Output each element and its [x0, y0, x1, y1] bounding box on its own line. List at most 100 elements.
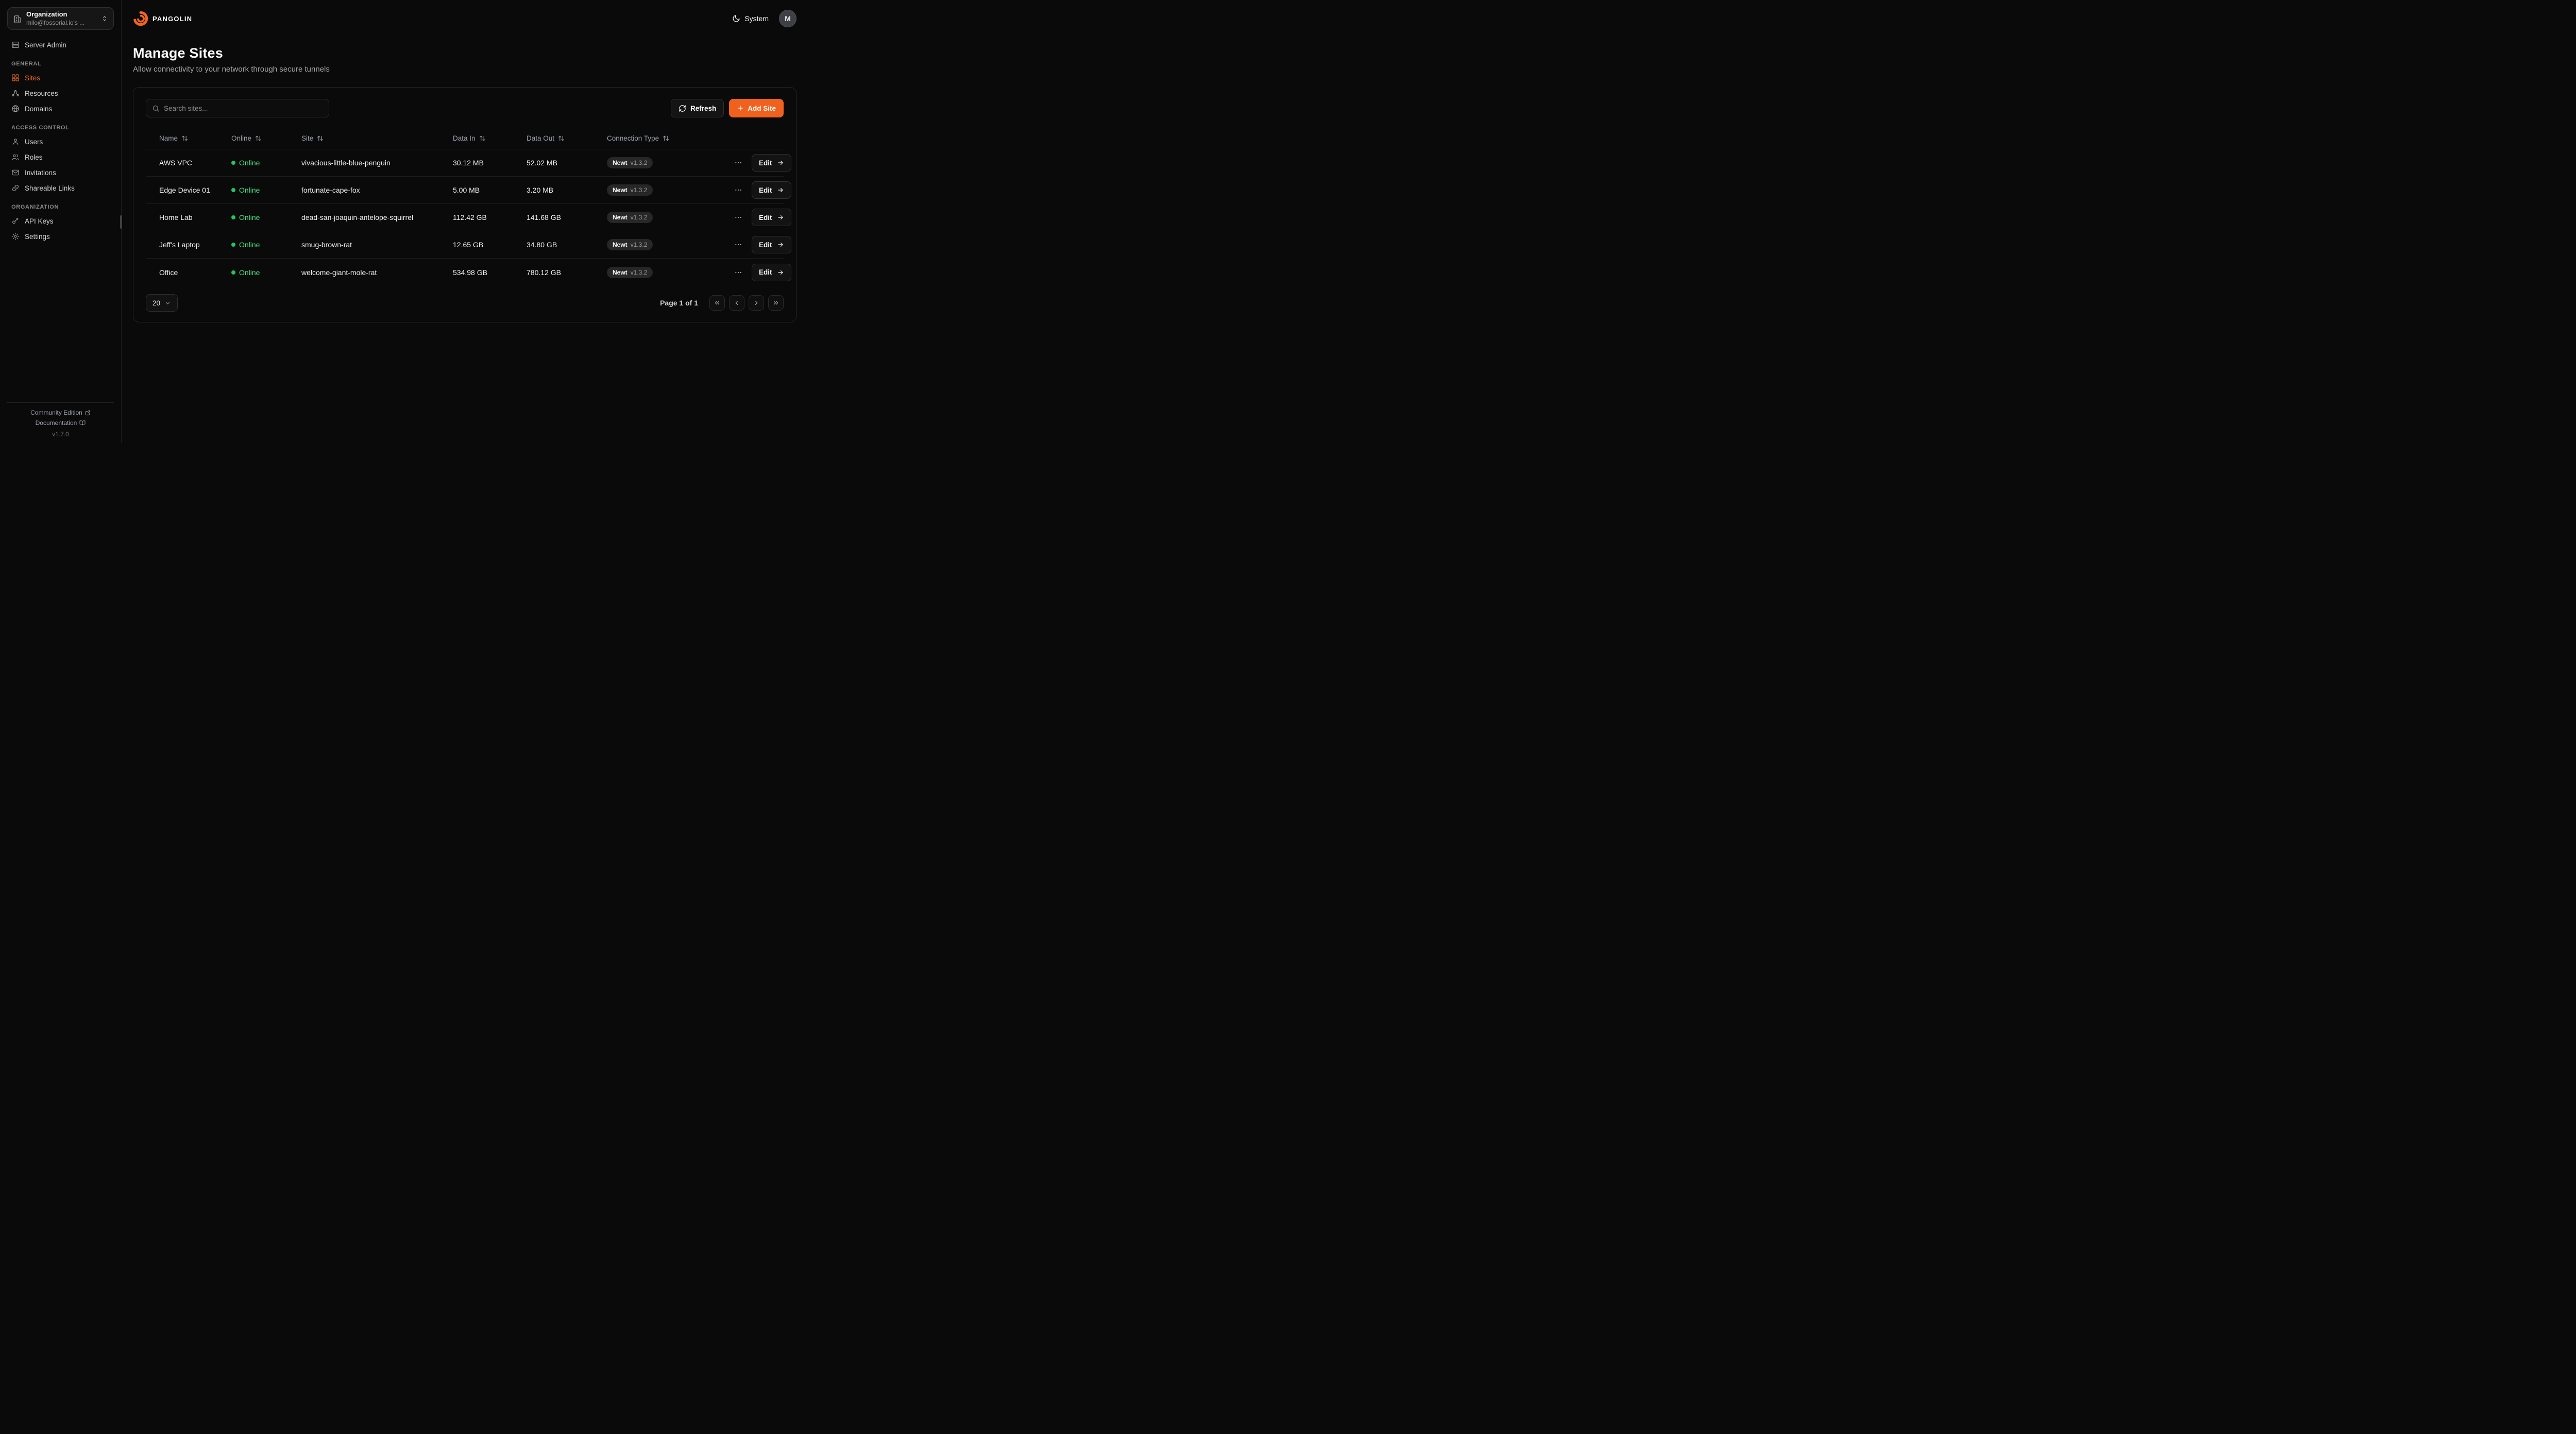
- column-header-site[interactable]: Site: [301, 134, 453, 142]
- sidebar-item-settings[interactable]: Settings: [7, 229, 114, 244]
- building-icon: [13, 14, 22, 23]
- sidebar-item-shareable-links[interactable]: Shareable Links: [7, 180, 114, 196]
- connection-type-version: v1.3.2: [630, 241, 648, 248]
- online-status-label: Online: [239, 268, 260, 277]
- connection-type-cell: Newt v1.3.2: [607, 157, 732, 168]
- user-avatar[interactable]: M: [779, 10, 796, 27]
- page-subtitle: Allow connectivity to your network throu…: [133, 65, 330, 74]
- table-footer: 20 Page 1 of 1: [146, 294, 784, 312]
- sidebar-item-sites[interactable]: Sites: [7, 70, 114, 86]
- connection-type-name: Newt: [613, 159, 628, 166]
- section-label-general: GENERAL: [11, 61, 42, 67]
- server-icon: [11, 41, 20, 49]
- row-menu-button[interactable]: [732, 211, 744, 224]
- site-name-cell: Edge Device 01: [159, 186, 210, 194]
- pagination: Page 1 of 1: [660, 295, 784, 311]
- edit-label: Edit: [759, 268, 772, 276]
- waypoints-icon: [11, 89, 20, 97]
- sites-grid-icon: [11, 74, 20, 82]
- sidebar-item-label: Sites: [25, 74, 41, 82]
- row-actions: Edit: [732, 209, 793, 226]
- column-header-online[interactable]: Online: [231, 134, 301, 142]
- refresh-button[interactable]: Refresh: [670, 99, 724, 117]
- edit-button[interactable]: Edit: [752, 236, 791, 253]
- edit-button[interactable]: Edit: [752, 263, 791, 281]
- connection-type-name: Newt: [613, 214, 628, 221]
- refresh-label: Refresh: [690, 104, 717, 112]
- connection-type-name: Newt: [613, 241, 628, 248]
- toolbar-actions: Refresh Add Site: [670, 99, 784, 117]
- community-edition-label: Community Edition: [30, 409, 82, 416]
- sidebar-item-users[interactable]: Users: [7, 134, 114, 149]
- row-menu-button[interactable]: [732, 266, 744, 279]
- row-menu-button[interactable]: [732, 238, 744, 251]
- column-label: Site: [301, 134, 314, 142]
- site-name-cell: Jeff's Laptop: [159, 241, 200, 249]
- brand: PANGOLIN: [133, 11, 192, 26]
- column-header-name[interactable]: Name: [159, 134, 231, 142]
- connection-type-cell: Newt v1.3.2: [607, 266, 732, 278]
- data-in-cell: 30.12 MB: [453, 159, 484, 167]
- sidebar-item-label: Users: [25, 138, 43, 146]
- row-actions: Edit: [732, 263, 793, 281]
- theme-toggle[interactable]: System: [732, 14, 769, 23]
- sidebar-resize-handle[interactable]: [120, 215, 122, 229]
- connection-type-badge: Newt v1.3.2: [607, 212, 653, 223]
- sidebar-item-resources[interactable]: Resources: [7, 86, 114, 101]
- sidebar-item-label: Server Admin: [25, 41, 67, 49]
- mail-icon: [11, 168, 20, 177]
- sidebar-item-domains[interactable]: Domains: [7, 101, 114, 116]
- table-row: Edge Device 01 Online fortunate-cape-fox…: [146, 177, 791, 204]
- sidebar-item-invitations[interactable]: Invitations: [7, 165, 114, 180]
- next-page-button[interactable]: [749, 295, 764, 311]
- column-header-connection-type[interactable]: Connection Type: [607, 134, 732, 142]
- edit-button[interactable]: Edit: [752, 209, 791, 226]
- previous-page-button[interactable]: [729, 295, 744, 311]
- sort-icon: [317, 135, 324, 142]
- users-icon: [11, 153, 20, 161]
- connection-type-name: Newt: [613, 268, 628, 276]
- section-label-access-control: ACCESS CONTROL: [11, 125, 70, 131]
- connection-type-badge: Newt v1.3.2: [607, 239, 653, 250]
- org-switcher[interactable]: Organization milo@fossorial.io's ...: [7, 7, 114, 30]
- data-in-cell: 534.98 GB: [453, 268, 487, 277]
- sidebar-item-server-admin[interactable]: Server Admin: [7, 37, 114, 53]
- community-edition-link[interactable]: Community Edition: [30, 409, 91, 416]
- column-header-data-out[interactable]: Data Out: [527, 134, 607, 142]
- row-menu-button[interactable]: [732, 184, 744, 196]
- column-label: Data In: [453, 134, 476, 142]
- documentation-link[interactable]: Documentation: [36, 419, 86, 426]
- site-slug-cell: vivacious-little-blue-penguin: [301, 159, 391, 167]
- page-size-select[interactable]: 20: [146, 294, 178, 312]
- plus-icon: [737, 105, 744, 112]
- ellipsis-icon: [734, 159, 742, 167]
- add-site-button[interactable]: Add Site: [729, 99, 784, 117]
- sidebar-item-api-keys[interactable]: API Keys: [7, 213, 114, 229]
- connection-type-version: v1.3.2: [630, 186, 648, 194]
- card-toolbar: Refresh Add Site: [146, 99, 784, 117]
- refresh-icon: [679, 105, 686, 112]
- online-status-label: Online: [239, 186, 260, 194]
- row-menu-button[interactable]: [732, 157, 744, 169]
- column-header-data-in[interactable]: Data In: [453, 134, 527, 142]
- edit-button[interactable]: Edit: [752, 181, 791, 199]
- ellipsis-icon: [734, 241, 742, 249]
- sites-card: Refresh Add Site Name Online: [133, 87, 796, 322]
- search-input[interactable]: [164, 104, 323, 112]
- row-actions: Edit: [732, 154, 793, 172]
- data-out-cell: 780.12 GB: [527, 268, 561, 277]
- connection-type-cell: Newt v1.3.2: [607, 212, 732, 223]
- online-status-cell: Online: [231, 268, 301, 277]
- page-size-value: 20: [152, 299, 161, 307]
- connection-type-badge: Newt v1.3.2: [607, 184, 653, 196]
- online-status-dot: [231, 161, 235, 165]
- connection-type-version: v1.3.2: [630, 214, 648, 221]
- first-page-button[interactable]: [709, 295, 725, 311]
- globe-icon: [11, 105, 20, 113]
- book-icon: [79, 420, 86, 426]
- edit-button[interactable]: Edit: [752, 154, 791, 172]
- last-page-button[interactable]: [768, 295, 784, 311]
- ellipsis-icon: [734, 213, 742, 221]
- sidebar-item-roles[interactable]: Roles: [7, 149, 114, 165]
- sort-icon: [255, 135, 262, 142]
